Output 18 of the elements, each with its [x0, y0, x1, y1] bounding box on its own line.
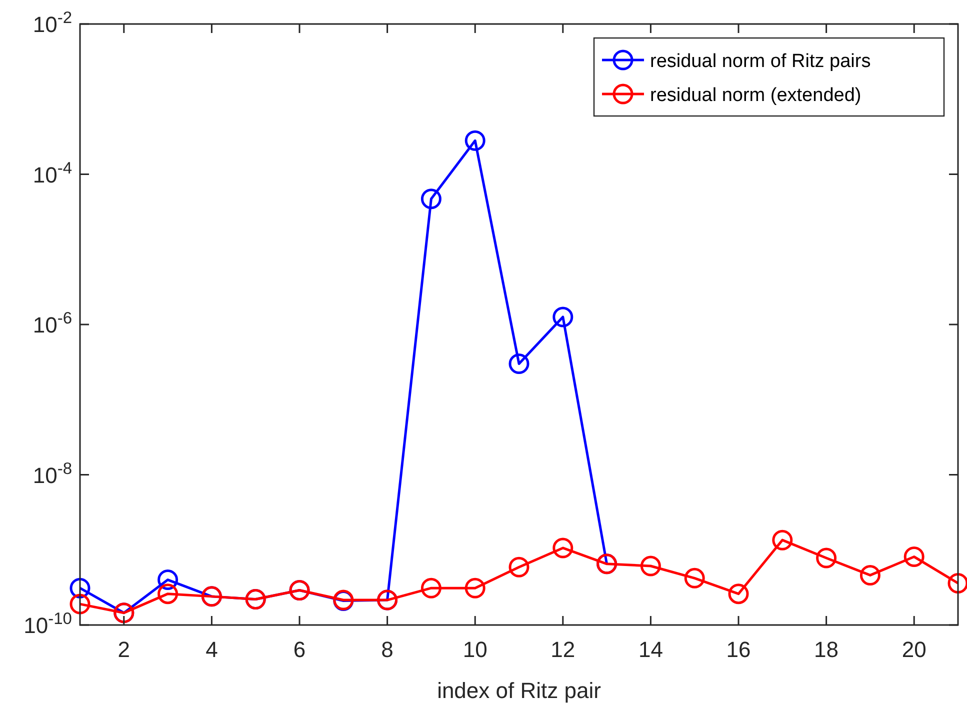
y-tick-label: 10$^{-10}$	[24, 610, 72, 638]
x-tick-label: 12	[550, 637, 576, 662]
legend-label: residual norm of Ritz pairs	[650, 51, 871, 72]
y-tick-label: 10$^{-4}$	[32, 159, 72, 188]
x-tick-label: 4	[206, 637, 218, 662]
x-tick-label: 14	[638, 637, 663, 662]
x-tick-label: 16	[726, 637, 751, 662]
y-tick-label: 10$^{-8}$	[32, 460, 72, 488]
x-tick-label: 6	[293, 637, 306, 662]
x-tick-label: 10	[462, 637, 488, 662]
x-tick-label: 2	[118, 637, 130, 662]
x-tick-label: 20	[902, 637, 926, 662]
y-tick-label: 10$^{-6}$	[32, 310, 72, 338]
x-tick-label: 8	[381, 637, 394, 662]
y-tick-label: 10$^{-2}$	[32, 9, 72, 37]
x-axis-title: index of Ritz pair	[437, 678, 601, 703]
legend-label: residual norm (extended)	[650, 85, 862, 106]
x-tick-label: 18	[814, 637, 839, 662]
